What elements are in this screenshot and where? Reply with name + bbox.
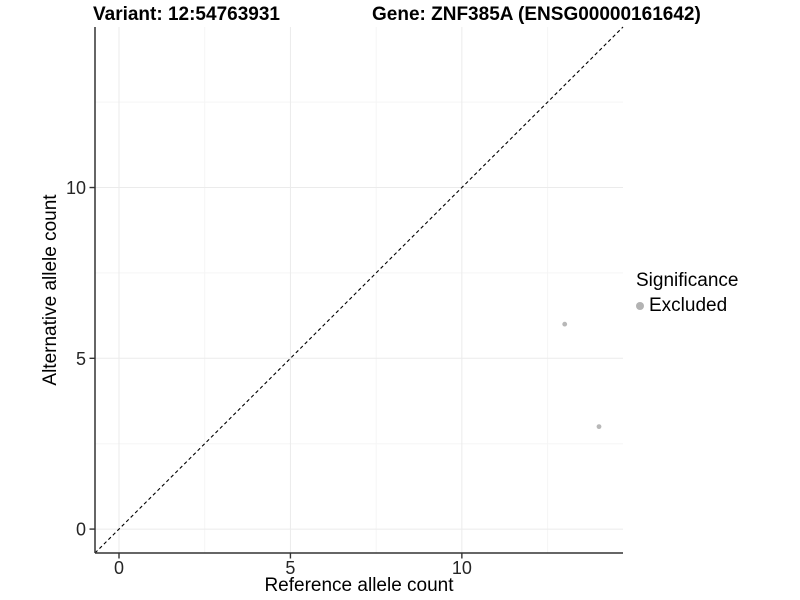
plot-title-variant: Variant: 12:54763931 [93,4,280,25]
legend-item-label: Excluded [649,295,728,316]
legend-title: Significance [636,270,739,291]
legend-point-icon [636,302,644,310]
x-tick-label: 5 [285,558,295,578]
y-tick-label: 5 [76,349,86,369]
legend: Significance Excluded [636,270,738,317]
x-tick-label: 10 [452,558,472,578]
x-axis-label: Reference allele count [264,575,454,596]
y-tick-label: 0 [76,520,86,540]
x-tick-label: 0 [114,558,124,578]
plot-title-gene: Gene: ZNF385A (ENSG00000161642) [372,4,701,25]
y-axis-label: Alternative allele count [40,194,61,386]
legend-item-excluded: Excluded [636,295,738,317]
identity-dashed-line [94,26,624,554]
data-point [562,321,568,327]
data-point [596,424,602,430]
y-tick-label: 10 [66,178,86,198]
